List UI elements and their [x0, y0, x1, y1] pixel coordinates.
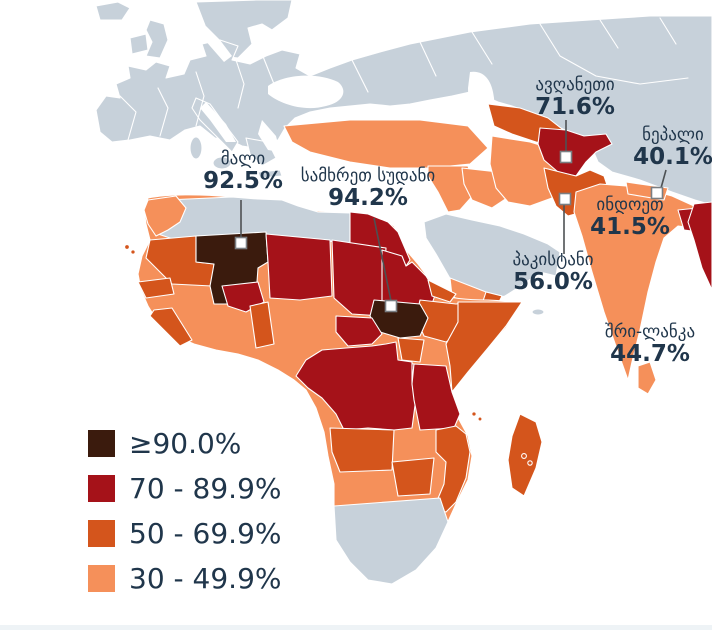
country-myanmar — [687, 201, 712, 291]
legend: ≥90.0% 70 - 89.9% 50 - 69.9% 30 - 49.9% — [88, 421, 281, 601]
marker-nepal — [650, 186, 664, 200]
legend-label-tier2: 70 - 89.9% — [129, 472, 282, 505]
island-cape-verde-1 — [124, 244, 130, 250]
marker-pakistan — [558, 192, 572, 206]
country-niger — [265, 233, 333, 301]
label-nepal-value: 40.1% — [633, 143, 712, 170]
legend-label-tier1: ≥90.0% — [129, 427, 242, 460]
bottom-strip — [0, 625, 712, 630]
country-drc-congo-gabon — [295, 341, 417, 431]
label-pakistan: პაკისტანი 56.0% — [512, 251, 593, 295]
label-india: ინდოეთ 41.5% — [590, 196, 670, 240]
country-uganda — [397, 337, 425, 363]
label-south-sudan: სამხრეთ სუდანი 94.2% — [301, 167, 435, 211]
legend-row-tier2: 70 - 89.9% — [88, 466, 281, 511]
country-togo-benin — [249, 301, 275, 349]
island-socotra — [531, 308, 545, 316]
marker-mali — [234, 236, 248, 250]
legend-row-tier4: 30 - 49.9% — [88, 556, 281, 601]
island-comoros-1 — [471, 411, 477, 417]
label-mali: მალი 92.5% — [203, 150, 283, 194]
island-cape-verde-2 — [130, 249, 136, 255]
country-mozambique — [433, 425, 471, 513]
label-pakistan-value: 56.0% — [513, 268, 593, 295]
baltic-sea — [200, 26, 232, 62]
connector-south-sudan — [373, 217, 392, 302]
label-sri-lanka: შრი-ლანკა 44.7% — [605, 323, 695, 367]
legend-row-tier3: 50 - 69.9% — [88, 511, 281, 556]
region-eurasia — [95, 15, 712, 206]
label-india-value: 41.5% — [590, 213, 670, 240]
caspian-sea — [468, 71, 499, 157]
island-reunion — [527, 460, 533, 466]
region-ireland — [129, 33, 149, 55]
country-turkey — [283, 119, 489, 169]
label-south-sudan-value: 94.2% — [328, 184, 408, 211]
country-central-african-republic — [335, 315, 383, 347]
country-somalia — [445, 301, 523, 393]
country-eritrea — [427, 279, 457, 303]
marker-south-sudan — [384, 299, 398, 313]
label-south-sudan-name: სამხრეთ სუდანი — [300, 166, 436, 186]
label-afghanistan: ავღანეთი 71.6% — [535, 76, 615, 120]
black-sea — [268, 75, 344, 109]
region-crete — [257, 169, 283, 179]
country-morocco — [143, 195, 187, 237]
island-comoros-2 — [477, 416, 483, 422]
label-afghanistan-name: ავღანეთი — [535, 75, 615, 95]
legend-label-tier4: 30 - 49.9% — [129, 562, 282, 595]
aegean-sea — [258, 120, 280, 152]
europe-borders — [119, 17, 689, 141]
island-mauritius — [521, 453, 527, 459]
region-sardinia — [189, 136, 203, 160]
legend-swatch-tier4 — [88, 565, 115, 592]
legend-swatch-tier2 — [88, 475, 115, 502]
country-chad — [331, 239, 387, 317]
legend-swatch-tier3 — [88, 520, 115, 547]
region-sicily — [212, 156, 232, 170]
label-sri-lanka-name: შრი-ლანკა — [604, 322, 696, 342]
label-pakistan-name: პაკისტანი — [512, 250, 594, 270]
label-nepal-name: ნეპალი — [642, 125, 704, 145]
legend-swatch-tier1 — [88, 430, 115, 457]
adriatic-sea — [200, 102, 236, 142]
country-sierra-leone-liberia — [149, 307, 193, 347]
region-uk — [145, 19, 169, 59]
label-afghanistan-value: 71.6% — [535, 93, 615, 120]
label-nepal: ნეპალი 40.1% — [633, 126, 712, 170]
label-mali-name: მალი — [220, 149, 266, 169]
region-iceland — [95, 1, 131, 21]
country-sri-lanka — [637, 361, 657, 395]
connector-nepal — [660, 169, 667, 189]
legend-label-tier3: 50 - 69.9% — [129, 517, 282, 550]
country-angola — [329, 427, 395, 473]
label-sri-lanka-value: 44.7% — [610, 340, 690, 367]
legend-row-tier1: ≥90.0% — [88, 421, 281, 466]
marker-afghanistan — [559, 150, 573, 164]
country-afghanistan — [537, 127, 613, 177]
country-south-africa — [333, 497, 449, 585]
country-senegal — [137, 277, 175, 299]
label-mali-value: 92.5% — [203, 167, 283, 194]
label-india-name: ინდოეთ — [596, 195, 664, 215]
country-zimbabwe — [391, 457, 435, 497]
